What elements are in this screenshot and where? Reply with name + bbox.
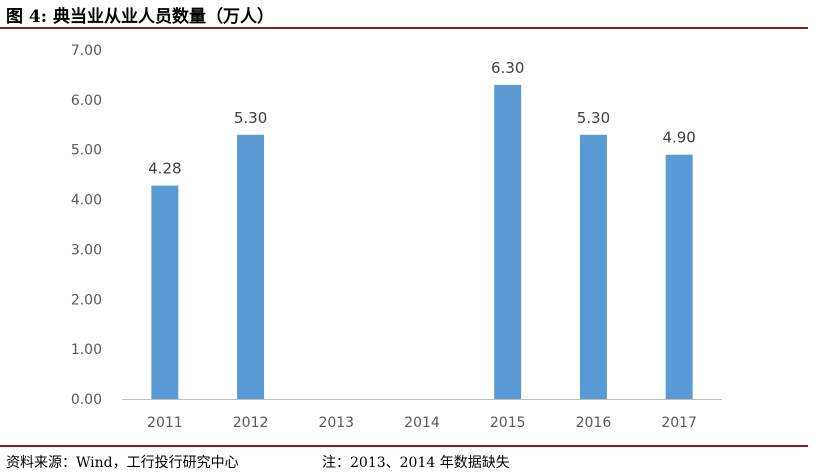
bar-2012 bbox=[237, 134, 265, 399]
y-tick-label: 5.00 bbox=[71, 143, 102, 159]
y-tick-label: 3.00 bbox=[71, 242, 102, 258]
y-tick-label: 6.00 bbox=[71, 93, 102, 109]
x-axis: 2011 2012 2013 2014 2015 2016 2017 bbox=[147, 415, 697, 431]
y-tick-label: 1.00 bbox=[71, 342, 102, 358]
x-tick-label: 2015 bbox=[490, 415, 526, 431]
bar-2015 bbox=[494, 84, 522, 400]
x-tick-label: 2012 bbox=[233, 415, 269, 431]
data-label-2017: 4.90 bbox=[662, 129, 695, 147]
x-tick-label: 2011 bbox=[147, 415, 183, 431]
data-label-2011: 4.28 bbox=[148, 160, 181, 178]
data-label-2012: 5.30 bbox=[234, 109, 267, 127]
bar-2016 bbox=[579, 134, 607, 399]
y-tick-label: 7.00 bbox=[71, 43, 102, 59]
x-tick-label: 2013 bbox=[318, 415, 354, 431]
x-tick-label: 2016 bbox=[576, 415, 612, 431]
y-axis: 0.00 1.00 2.00 3.00 4.00 5.00 6.00 7.00 bbox=[71, 43, 102, 408]
bars bbox=[151, 84, 693, 400]
chart-title: 图 4: 典当业从业人员数量（万人） bbox=[6, 7, 274, 27]
data-labels: 4.28 5.30 6.30 5.30 4.90 bbox=[148, 59, 696, 178]
x-tick-label: 2017 bbox=[661, 415, 697, 431]
x-tick-label: 2014 bbox=[404, 415, 440, 431]
bottom-rule bbox=[0, 445, 808, 447]
y-tick-label: 2.00 bbox=[71, 292, 102, 308]
missing-data-note: 注：2013、2014 年数据缺失 bbox=[322, 455, 510, 471]
y-tick-label: 4.00 bbox=[71, 193, 102, 209]
bar-2011 bbox=[151, 185, 179, 399]
data-label-2015: 6.30 bbox=[491, 59, 524, 77]
bar-2017 bbox=[665, 154, 693, 399]
y-tick-label: 0.00 bbox=[71, 392, 102, 408]
source-note: 资料来源：Wind，工行投行研究中心 bbox=[6, 455, 239, 471]
top-rule bbox=[0, 27, 808, 29]
data-label-2016: 5.30 bbox=[577, 109, 610, 127]
